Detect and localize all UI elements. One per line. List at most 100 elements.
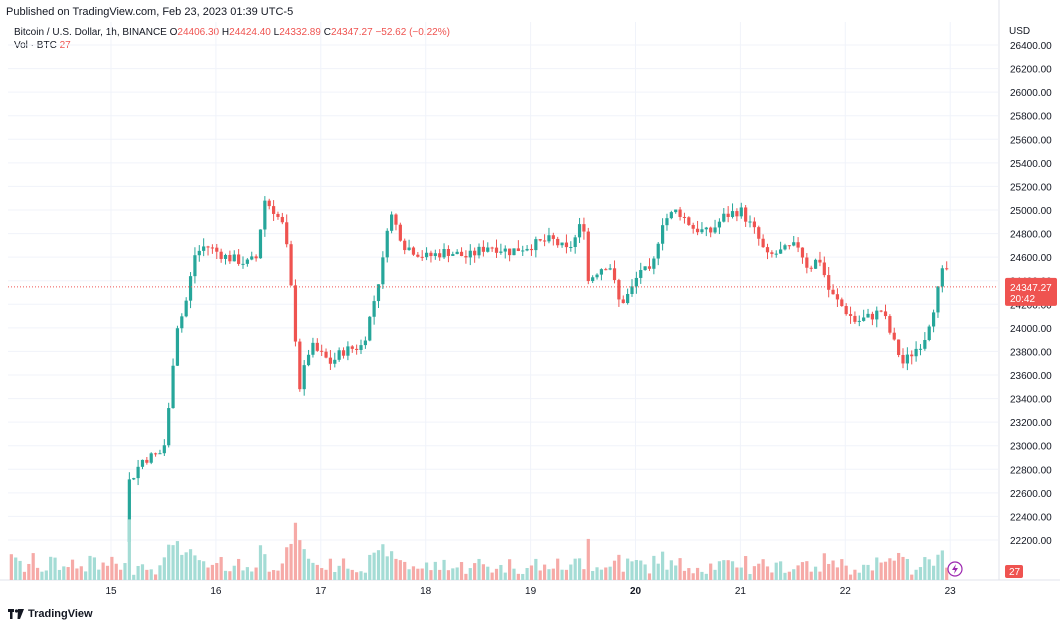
volume-bar: [223, 570, 228, 580]
volume-bar: [424, 562, 429, 580]
volume-bar: [9, 554, 13, 580]
candle-body: [180, 316, 184, 329]
volume-bar: [298, 540, 302, 580]
price-tick-label: 24000.00: [1010, 324, 1052, 335]
volume-bar: [595, 567, 599, 580]
volume-bar: [840, 559, 844, 580]
candle-body: [626, 293, 630, 304]
candle-body: [280, 216, 284, 223]
candle-body: [783, 245, 787, 250]
candle-body: [206, 246, 210, 248]
volume-bar: [857, 572, 861, 580]
candle-body: [175, 328, 180, 366]
volume-bar: [293, 522, 298, 580]
volume-bar: [258, 545, 263, 580]
volume-bar: [455, 567, 459, 580]
volume-bar: [888, 558, 892, 580]
candle-body: [927, 326, 931, 341]
volume-bar: [853, 569, 857, 580]
symbol-label[interactable]: Bitcoin / U.S. Dollar, 1h, BINANCE: [14, 27, 167, 38]
candle-body: [822, 262, 826, 276]
volume-bar: [800, 562, 805, 580]
candle-body: [604, 269, 608, 271]
candle-body: [363, 340, 367, 346]
candle-body: [918, 348, 923, 350]
price-tick-label: 26200.00: [1010, 65, 1052, 76]
volume-bar: [599, 569, 604, 580]
candle-body: [936, 286, 940, 313]
candle-body: [709, 227, 713, 233]
candle-body: [617, 280, 621, 300]
price-tick-label: 22200.00: [1010, 536, 1052, 547]
candle-body: [293, 285, 298, 342]
candle-body: [923, 340, 927, 349]
open-label: O: [169, 27, 178, 38]
volume-bar: [647, 573, 652, 580]
close-value: 24347.27: [330, 27, 373, 38]
candle-body: [931, 312, 936, 327]
candle-body: [446, 249, 451, 256]
time-tick-label: 17: [315, 586, 327, 597]
candle-body: [36, 591, 39, 599]
volume-bar: [586, 538, 590, 580]
volume-bar: [263, 554, 267, 580]
candle-body: [398, 224, 402, 241]
candle-body: [88, 585, 91, 594]
volume-bar: [490, 572, 494, 580]
published-caption: Published on TradingView.com, Feb 23, 20…: [6, 6, 294, 18]
candle-body: [171, 365, 175, 409]
volume-bar: [783, 572, 787, 580]
candle-body: [809, 267, 813, 269]
volume-bar: [630, 561, 634, 580]
volume-bar: [923, 557, 927, 580]
volume-bar: [556, 558, 560, 580]
candle-body: [875, 310, 879, 320]
candle-body: [158, 453, 162, 455]
footer-brand[interactable]: TradingView: [8, 608, 93, 620]
volume-bar: [883, 561, 888, 580]
volume-bar: [241, 570, 245, 580]
volume-bar: [359, 571, 363, 580]
candle-body: [149, 453, 153, 463]
volume-bar: [918, 567, 923, 580]
candle-body: [831, 289, 835, 295]
volume-bar: [315, 564, 319, 580]
candle-body: [490, 247, 494, 249]
volume-badge: [1005, 565, 1023, 578]
time-tick-label: 15: [105, 586, 117, 597]
candle-body: [219, 251, 223, 259]
volume-bar: [363, 572, 367, 580]
candle-body: [800, 247, 805, 258]
candle-body: [228, 254, 232, 262]
candle-body: [84, 594, 87, 598]
volume-bar: [311, 562, 315, 580]
candle-body: [665, 218, 669, 226]
candle-body: [757, 227, 761, 239]
candle-body: [805, 257, 809, 268]
candle-body: [250, 256, 254, 260]
volume-bar: [381, 544, 385, 580]
volume-bar: [604, 567, 608, 580]
price-tick-label: 26400.00: [1010, 41, 1052, 52]
volume-bar: [862, 564, 866, 580]
volume-bar: [516, 573, 520, 580]
candle-body: [612, 268, 617, 281]
candle-body: [359, 345, 363, 350]
volume-bar: [132, 574, 136, 580]
candle-body: [892, 332, 896, 340]
price-tick-label: 25400.00: [1010, 159, 1052, 170]
candle-body: [577, 224, 582, 238]
candle-body: [897, 339, 901, 356]
price-tick-label: 26000.00: [1010, 88, 1052, 99]
volume-bar: [787, 571, 791, 580]
volume-bar: [451, 568, 455, 580]
candle-body: [525, 248, 529, 251]
volume-bar: [180, 554, 184, 580]
volume-bar: [398, 560, 402, 580]
open-value: 24406.30: [177, 27, 220, 38]
candle-body: [197, 250, 201, 256]
candle-body: [857, 320, 861, 322]
candle-body: [813, 259, 818, 269]
volume-bar: [905, 558, 909, 580]
